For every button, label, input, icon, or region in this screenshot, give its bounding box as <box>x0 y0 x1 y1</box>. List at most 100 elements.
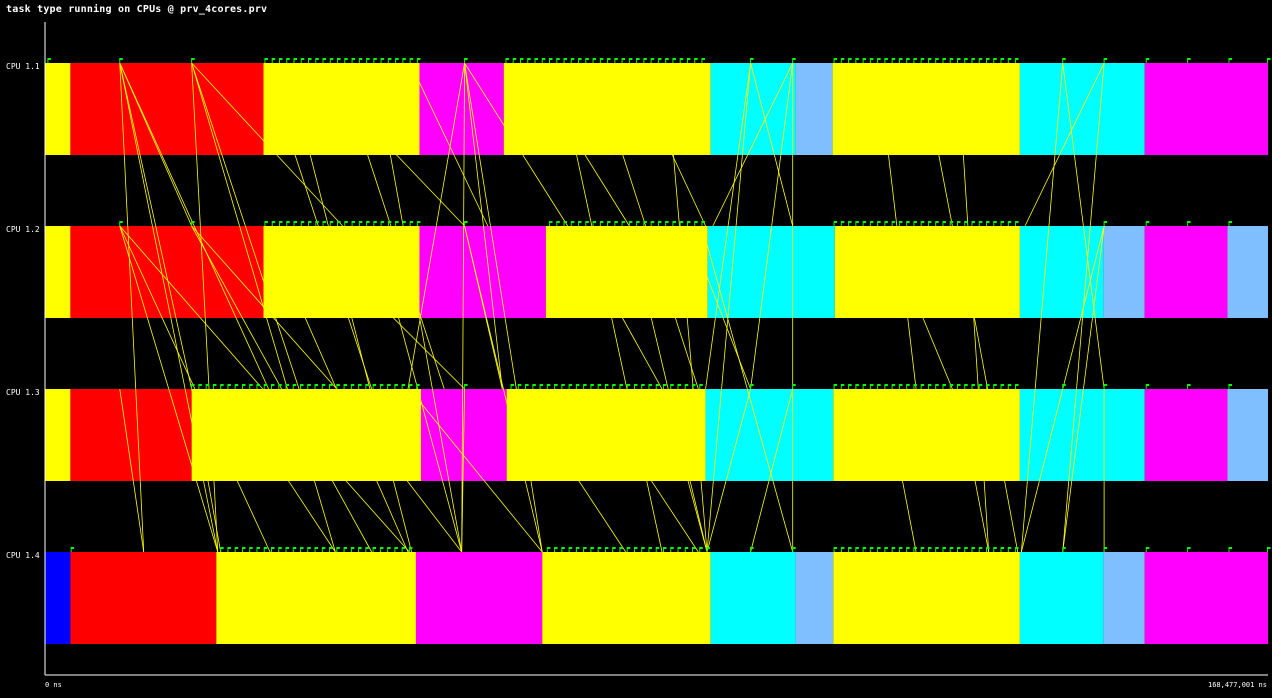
event-flag[interactable] <box>556 221 560 226</box>
event-flag[interactable] <box>271 221 276 226</box>
state-segment[interactable] <box>1019 63 1145 155</box>
event-flag[interactable] <box>949 221 954 226</box>
event-flag[interactable] <box>1015 547 1019 552</box>
event-flag[interactable] <box>293 221 297 226</box>
event-flag[interactable] <box>249 547 253 552</box>
event-flag[interactable] <box>848 221 852 226</box>
event-flag[interactable] <box>554 547 558 552</box>
state-segment[interactable] <box>833 552 1020 644</box>
event-flag[interactable] <box>578 58 582 63</box>
event-flag[interactable] <box>270 384 275 389</box>
event-flag[interactable] <box>592 221 597 226</box>
event-flag[interactable] <box>686 58 691 63</box>
event-flag[interactable] <box>956 384 961 389</box>
event-flag[interactable] <box>869 221 874 226</box>
event-flag[interactable] <box>978 547 983 552</box>
event-flag[interactable] <box>648 547 652 552</box>
event-flag[interactable] <box>314 384 319 389</box>
event-flag[interactable] <box>986 221 990 226</box>
event-flag[interactable] <box>650 221 655 226</box>
event-flag[interactable] <box>848 58 852 63</box>
event-flag[interactable] <box>249 384 253 389</box>
event-flag[interactable] <box>964 221 968 226</box>
event-flag[interactable] <box>833 547 838 552</box>
event-flag[interactable] <box>366 58 370 63</box>
event-flag[interactable] <box>898 58 903 63</box>
event-flag[interactable] <box>884 384 888 389</box>
event-flag[interactable] <box>568 547 573 552</box>
event-flag[interactable] <box>614 221 618 226</box>
event-flag[interactable] <box>329 547 333 552</box>
event-flag[interactable] <box>1103 547 1108 552</box>
event-flag[interactable] <box>292 384 297 389</box>
event-flag[interactable] <box>906 384 910 389</box>
event-flag[interactable] <box>884 58 888 63</box>
event-flag[interactable] <box>1266 547 1271 552</box>
event-flag[interactable] <box>599 58 604 63</box>
event-flag[interactable] <box>628 58 633 63</box>
event-flag[interactable] <box>344 58 348 63</box>
state-segment[interactable] <box>1103 226 1145 318</box>
event-flag[interactable] <box>619 384 623 389</box>
event-flag[interactable] <box>750 384 754 389</box>
event-flag[interactable] <box>848 384 852 389</box>
event-flag[interactable] <box>855 58 859 63</box>
event-flag[interactable] <box>1103 58 1108 63</box>
state-segment[interactable] <box>70 226 264 318</box>
event-flag[interactable] <box>379 384 384 389</box>
state-segment[interactable] <box>1144 552 1268 644</box>
event-flag[interactable] <box>532 384 536 389</box>
event-flag[interactable] <box>343 384 348 389</box>
event-flag[interactable] <box>322 58 327 63</box>
event-flag[interactable] <box>263 384 268 389</box>
event-flag[interactable] <box>792 384 796 389</box>
event-flag[interactable] <box>971 384 975 389</box>
event-flag[interactable] <box>372 547 377 552</box>
event-flag[interactable] <box>862 547 867 552</box>
state-segment[interactable] <box>506 389 706 481</box>
event-flag[interactable] <box>47 58 51 63</box>
event-flag[interactable] <box>365 547 369 552</box>
event-flag[interactable] <box>840 58 845 63</box>
event-flag[interactable] <box>583 547 587 552</box>
event-flag[interactable] <box>877 58 881 63</box>
event-flag[interactable] <box>935 221 939 226</box>
event-flag[interactable] <box>648 384 652 389</box>
event-flag[interactable] <box>898 384 903 389</box>
event-flag[interactable] <box>927 221 932 226</box>
event-flag[interactable] <box>692 547 696 552</box>
event-flag[interactable] <box>568 384 573 389</box>
event-flag[interactable] <box>387 221 392 226</box>
event-flag[interactable] <box>350 384 355 389</box>
event-flag[interactable] <box>964 384 968 389</box>
event-flag[interactable] <box>321 547 326 552</box>
event-flag[interactable] <box>592 58 597 63</box>
event-flag[interactable] <box>942 384 946 389</box>
state-segment[interactable] <box>542 552 711 644</box>
event-flag[interactable] <box>1145 58 1150 63</box>
event-flag[interactable] <box>906 221 910 226</box>
event-flag[interactable] <box>278 221 283 226</box>
event-flag[interactable] <box>505 58 509 63</box>
event-flag[interactable] <box>1145 221 1150 226</box>
event-flag[interactable] <box>286 221 290 226</box>
event-flag[interactable] <box>198 384 202 389</box>
event-flag[interactable] <box>701 221 705 226</box>
event-flag[interactable] <box>191 384 195 389</box>
event-flag[interactable] <box>278 384 282 389</box>
state-segment[interactable] <box>1144 226 1228 318</box>
event-flag[interactable] <box>750 547 754 552</box>
event-flag[interactable] <box>416 384 420 389</box>
event-flag[interactable] <box>322 221 327 226</box>
event-flag[interactable] <box>402 58 406 63</box>
event-flag[interactable] <box>585 58 589 63</box>
state-segment[interactable] <box>45 552 71 644</box>
state-segment[interactable] <box>1019 226 1104 318</box>
event-flag[interactable] <box>270 547 275 552</box>
event-flag[interactable] <box>906 547 910 552</box>
event-flag[interactable] <box>833 221 838 226</box>
event-flag[interactable] <box>633 547 638 552</box>
event-flag[interactable] <box>401 384 406 389</box>
event-flag[interactable] <box>1015 58 1019 63</box>
